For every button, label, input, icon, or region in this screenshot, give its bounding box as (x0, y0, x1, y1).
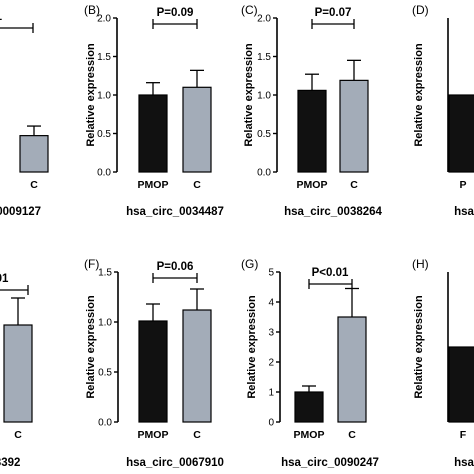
category-label: PMOP (138, 429, 169, 441)
y-tick-label: 1.5 (97, 52, 111, 63)
bar (19, 135, 49, 173)
category-label: PMOP (294, 429, 325, 441)
chart-panel-3: (C) 0.0 0.5 1.0 1.5 2.0 Relative expression PMO… (241, 3, 383, 218)
y-tick-label: 1 (268, 388, 274, 399)
panel-tag: (H) (412, 257, 429, 271)
chart-panel-6: (F) 0.0 0.5 1.0 1.5 Relative expression PMOP C P… (84, 257, 224, 469)
category-label: PMOP (138, 179, 169, 191)
bar (182, 86, 212, 173)
category-label: F (460, 429, 467, 441)
bar (339, 79, 369, 173)
gene-label: 0058392 (0, 457, 20, 469)
panel-tag: (G) (241, 257, 258, 271)
bar (182, 309, 212, 423)
category-label: C (14, 429, 22, 441)
category-label: C (193, 179, 201, 191)
y-axis-label: Relative expression (85, 295, 97, 399)
bar (337, 316, 367, 423)
y-tick-label: 3 (268, 328, 274, 339)
gene-label: hsa_circ_0067910 (126, 457, 224, 469)
y-tick-label: 0.0 (98, 418, 112, 429)
p-value-label: P=0.07 (315, 7, 352, 19)
y-tick-label: 1.0 (97, 91, 111, 102)
bar (297, 89, 327, 173)
y-tick-label: 0.0 (97, 168, 111, 179)
y-axis-label: Relative expression (243, 43, 255, 147)
y-axis-label: Relative expression (85, 43, 97, 147)
y-tick-label: 2.0 (257, 14, 271, 25)
gene-label: hsa (454, 457, 474, 469)
category-label: C (348, 429, 356, 441)
y-tick-label: 1.0 (257, 91, 271, 102)
chart-panel-5: C 01 0058392 (0, 273, 33, 469)
y-tick-label: 1.0 (98, 318, 112, 329)
bar (448, 346, 474, 423)
gene-label: hsa_circ_0090247 (281, 457, 379, 469)
category-label: P (459, 179, 466, 191)
y-tick-label: 0.5 (97, 129, 111, 140)
p-value-label: 01 (0, 273, 9, 285)
y-tick-label: 4 (268, 298, 274, 309)
p-value-label: P=0.09 (157, 7, 194, 19)
gene-label: hsa_circ_0034487 (126, 206, 224, 218)
y-axis-label: Relative expression (413, 295, 425, 399)
y-tick-label: 2 (268, 358, 274, 369)
bar (3, 324, 33, 423)
chart-panel-2: (B) 0.0 0.5 1.0 1.5 2.0 Relative expression PMO… (84, 3, 224, 218)
gene-label: rc_0009127 (0, 206, 41, 218)
y-tick-label: 0.5 (257, 129, 271, 140)
y-tick-label: 1.5 (257, 52, 271, 63)
category-label: C (193, 429, 201, 441)
p-value-label: .01 (0, 11, 3, 23)
chart-panel-1: C .01 rc_0009127 (0, 11, 49, 218)
y-tick-label: 5 (268, 268, 274, 279)
bar (448, 94, 474, 173)
category-label: C (30, 179, 38, 191)
y-axis-label: Relative expression (246, 295, 258, 399)
y-tick-label: 0.0 (257, 168, 271, 179)
category-label: C (350, 179, 358, 191)
category-label: PMOP (297, 179, 328, 191)
y-tick-label: 0 (268, 418, 274, 429)
panel-tag: (C) (241, 3, 258, 17)
panel-tag: (D) (412, 3, 429, 17)
y-tick-label: 2.0 (97, 14, 111, 25)
bar (138, 320, 168, 423)
gene-label: hsa (454, 206, 474, 218)
y-tick-label: 1.5 (98, 268, 112, 279)
bar (294, 391, 324, 423)
p-value-label: P<0.01 (312, 267, 349, 279)
y-axis-label: Relative expression (413, 43, 425, 147)
chart-panel-7: (G) 0 1 2 3 4 5 Relative expression PMOP C P<0.01 h… (241, 257, 379, 469)
y-tick-label: 0.5 (98, 368, 112, 379)
p-value-label: P=0.06 (157, 261, 194, 273)
panel-tag: (B) (84, 3, 100, 17)
gene-label: hsa_circ_0038264 (284, 206, 382, 218)
bar (138, 94, 168, 173)
panel-tag: (F) (84, 257, 99, 271)
